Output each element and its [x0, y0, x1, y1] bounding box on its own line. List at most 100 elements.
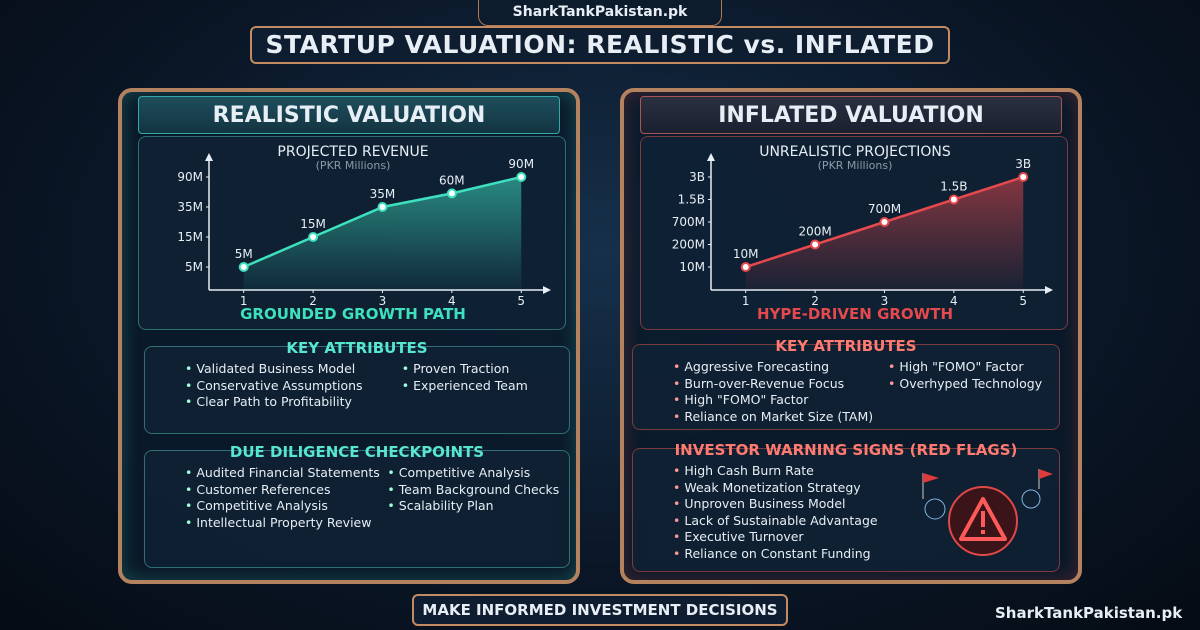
point [879, 217, 890, 227]
panel-title: INFLATED VALUATION [640, 96, 1062, 134]
section: KEY ATTRIBUTES Aggressive ForecastingBur… [632, 337, 1060, 430]
y-tick-label: 10M [679, 260, 705, 274]
x-tick-label: 3 [379, 294, 387, 308]
section: KEY ATTRIBUTES Validated Business ModelC… [144, 339, 570, 434]
value-label: 700M [868, 202, 901, 216]
point [238, 262, 249, 272]
list-item: Reliance on Constant Funding [673, 546, 899, 563]
x-tick-label: 2 [309, 294, 317, 308]
chart: PROJECTED REVENUE(PKR Millions) GROUNDED … [177, 144, 551, 323]
x-tick-label: 3 [881, 294, 889, 308]
y-tick-label: 35M [177, 200, 203, 214]
value-label: 5M [235, 247, 253, 261]
list-item: Customer References [185, 482, 383, 499]
section: INVESTOR WARNING SIGNS (RED FLAGS) High … [632, 441, 1060, 572]
x-tick-label: 5 [1019, 294, 1027, 308]
list-item: High "FOMO" Factor [673, 392, 884, 409]
area [745, 177, 1024, 290]
item-list: Validated Business ModelConservative Ass… [185, 361, 563, 411]
point [948, 194, 959, 205]
x-tick-label: 4 [448, 294, 456, 308]
value-label: 1.5B [940, 180, 967, 194]
x-axis-arrow [1045, 286, 1053, 294]
list-item: High Cash Burn Rate [673, 463, 899, 480]
chart-subtitle: (PKR Millions) [316, 159, 391, 172]
point [377, 202, 388, 212]
y-axis-arrow [205, 153, 213, 161]
area [243, 177, 522, 290]
list-item: Weak Monetization Strategy [673, 480, 899, 497]
list-item: Executive Turnover [673, 529, 899, 546]
point [446, 188, 457, 199]
y-tick-label: 3B [689, 170, 705, 184]
list-item: Reliance on Market Size (TAM) [673, 409, 884, 426]
value-label: 10M [733, 247, 759, 261]
section-title: INVESTOR WARNING SIGNS (RED FLAGS) [674, 441, 1018, 459]
brand: SharkTankPakistan.pk [995, 604, 1183, 622]
value-label: 90M [508, 157, 534, 171]
y-tick-label: 200M [672, 238, 705, 252]
list-item: Proven Traction [402, 361, 563, 378]
value-label: 60M [439, 173, 465, 187]
y-tick-label: 700M [672, 215, 705, 229]
item-list: Aggressive ForecastingBurn-over-Revenue … [673, 359, 1053, 425]
list-item: Unproven Business Model [673, 496, 899, 513]
x-tick-label: 1 [742, 294, 750, 308]
list-item: High "FOMO" Factor [888, 359, 1053, 376]
chart-caption: GROUNDED GROWTH PATH [240, 305, 466, 323]
list-item: Competitive Analysis [387, 465, 563, 482]
value-label: 3B [1015, 157, 1031, 171]
x-tick-label: 1 [240, 294, 248, 308]
y-tick-label: 1.5B [678, 193, 705, 207]
page-title: STARTUP VALUATION: REALISTIC vs. INFLATE… [250, 26, 950, 64]
section: DUE DILIGENCE CHECKPOINTS Audited Financ… [144, 443, 570, 568]
panel: REALISTIC VALUATION PROJECTED REVENUE (PK… [118, 88, 580, 584]
section-title: DUE DILIGENCE CHECKPOINTS [229, 443, 485, 461]
list-item: Lack of Sustainable Advantage [673, 513, 899, 530]
value-label: 200M [798, 225, 831, 239]
list-item: Scalability Plan [387, 498, 563, 515]
x-tick-label: 5 [517, 294, 525, 308]
point [810, 239, 821, 250]
chart-box: PROJECTED REVENUE (PKR Millions) GROUNDED … [138, 136, 566, 330]
point [308, 232, 319, 242]
point [1018, 172, 1029, 182]
chart-subtitle: (PKR Millions) [818, 159, 893, 172]
section-title: KEY ATTRIBUTES [775, 337, 917, 355]
panel: INFLATED VALUATION UNREALISTIC PROJECTIO… [620, 88, 1082, 584]
list-item: Team Background Checks [387, 482, 563, 499]
list-item: Burn-over-Revenue Focus [673, 376, 884, 393]
point [740, 262, 751, 272]
item-list: Audited Financial StatementsCustomer Ref… [185, 465, 563, 531]
chart: UNREALISTIC PROJECTIONS(PKR Millions) HYP… [672, 144, 1053, 323]
x-axis-arrow [543, 286, 551, 294]
y-tick-label: 15M [177, 230, 203, 244]
y-tick-label: 5M [185, 260, 203, 274]
chart-box: UNREALISTIC PROJECTIONS (PKR Millions) HYP… [640, 136, 1068, 330]
list-item: Audited Financial Statements [185, 465, 383, 482]
list-item: Validated Business Model [185, 361, 398, 378]
item-list: High Cash Burn RateWeak Monetization Str… [673, 463, 899, 562]
value-label: 15M [300, 217, 326, 231]
value-label: 35M [370, 187, 396, 201]
list-item: Conservative Assumptions [185, 378, 398, 395]
list-item: Competitive Analysis [185, 498, 383, 515]
y-tick-label: 90M [177, 170, 203, 184]
chart-caption: HYPE-DRIVEN GROWTH [757, 305, 953, 323]
list-item: Clear Path to Profitability [185, 394, 398, 411]
warning-illustration [922, 469, 1053, 556]
x-tick-label: 2 [811, 294, 819, 308]
list-item: Intellectual Property Review [185, 515, 383, 532]
y-axis-arrow [707, 153, 715, 161]
x-tick-label: 4 [950, 294, 958, 308]
brand: SharkTankPakistan.pk [478, 0, 722, 26]
section-title: KEY ATTRIBUTES [286, 339, 428, 357]
call-to-action: MAKE INFORMED INVESTMENT DECISIONS [412, 594, 788, 626]
chart-title: UNREALISTIC PROJECTIONS [759, 144, 951, 160]
list-item: Experienced Team [402, 378, 563, 395]
point [516, 172, 527, 182]
panel-title: REALISTIC VALUATION [138, 96, 560, 134]
chart-title: PROJECTED REVENUE [277, 144, 428, 160]
list-item: Overhyped Technology [888, 376, 1053, 393]
